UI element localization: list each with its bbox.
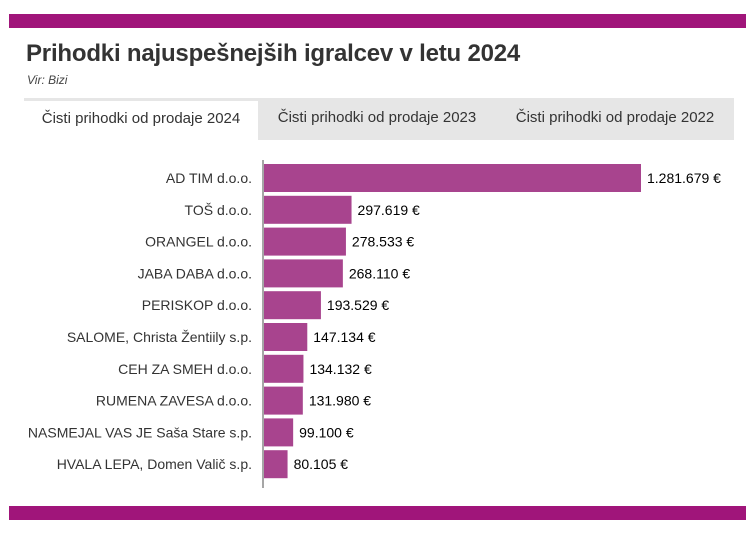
tab-bar: Čisti prihodki od prodaje 2024 Čisti pri… <box>24 98 734 140</box>
value-label: 99.100 € <box>299 424 354 440</box>
bar[interactable] <box>264 354 304 383</box>
bar-chart: AD TIM d.o.o. 1.281.679 € TOŠ d.o.o. 297.61… <box>28 160 721 488</box>
top-accent-bar <box>9 14 746 28</box>
value-label: 134.132 € <box>309 361 371 377</box>
tab-2023[interactable]: Čisti prihodki od prodaje 2023 <box>277 109 477 126</box>
category-label: NASMEJAL VAS JE Saša Stare s.p. <box>28 424 252 440</box>
bar[interactable] <box>264 164 641 192</box>
bar[interactable] <box>264 386 303 415</box>
value-label: 147.134 € <box>313 329 375 345</box>
value-label: 297.619 € <box>358 202 420 218</box>
category-label: AD TIM d.o.o. <box>166 170 252 186</box>
category-label: JABA DABA d.o.o. <box>138 265 252 281</box>
category-label: RUMENA ZAVESA d.o.o. <box>96 393 252 409</box>
bar[interactable] <box>264 291 321 320</box>
value-label: 268.110 € <box>349 265 410 281</box>
category-label: PERISKOP d.o.o. <box>142 297 252 313</box>
bar[interactable] <box>264 418 294 447</box>
value-label: 131.980 € <box>309 393 371 409</box>
category-label: CEH ZA SMEH d.o.o. <box>118 361 252 377</box>
category-label: HVALA LEPA, Domen Valič s.p. <box>57 456 252 472</box>
bar[interactable] <box>264 323 308 351</box>
bar[interactable] <box>264 450 288 479</box>
bar[interactable] <box>264 227 346 256</box>
value-label: 1.281.679 € <box>647 170 721 186</box>
source-note: Vir: Bizi <box>27 73 68 87</box>
page-title: Prihodki najuspešnejših igralcev v letu … <box>26 40 521 67</box>
tab-2024[interactable]: Čisti prihodki od prodaje 2024 <box>24 98 258 140</box>
category-label: SALOME, Christa Žentiily s.p. <box>67 329 252 345</box>
bar[interactable] <box>264 195 352 224</box>
category-label: TOŠ d.o.o. <box>185 202 252 218</box>
tab-2022[interactable]: Čisti prihodki od prodaje 2022 <box>515 109 715 126</box>
value-label: 193.529 € <box>327 297 389 313</box>
bottom-accent-bar <box>9 506 746 520</box>
value-label: 278.533 € <box>352 234 414 250</box>
value-label: 80.105 € <box>294 456 349 472</box>
category-label: ORANGEL d.o.o. <box>145 234 252 250</box>
bar[interactable] <box>264 259 343 288</box>
